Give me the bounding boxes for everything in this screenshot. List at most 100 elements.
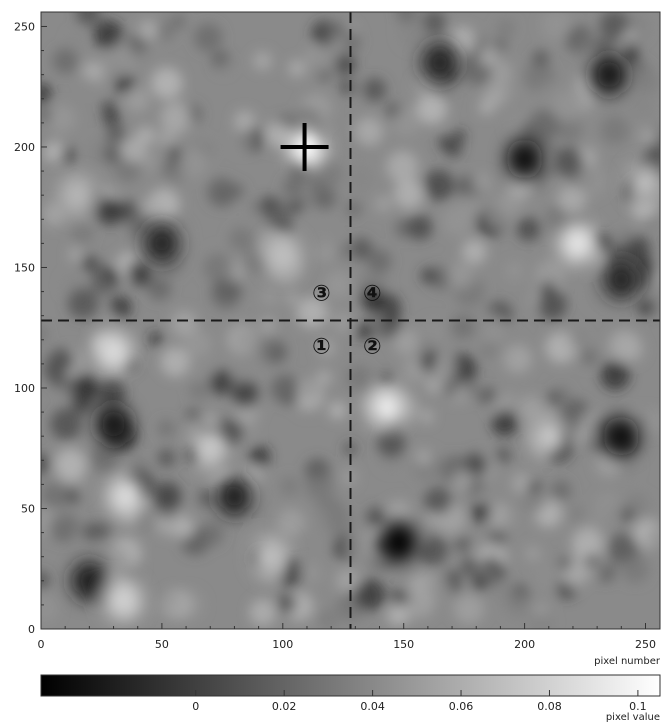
x-tick-label: 200 bbox=[514, 638, 535, 651]
colorbar-label: pixel value bbox=[606, 712, 660, 723]
texture-blob bbox=[141, 197, 163, 219]
colorbar-ticks: 0 0.02 0.04 0.06 0.08 0.1 bbox=[192, 690, 647, 713]
texture-blob bbox=[250, 200, 263, 214]
texture-blob bbox=[537, 290, 567, 320]
texture-blob bbox=[325, 507, 353, 536]
texture-blob bbox=[170, 310, 198, 338]
quadrant-marker: ② bbox=[363, 335, 382, 360]
texture-blob bbox=[422, 12, 446, 34]
texture-blob bbox=[337, 243, 353, 259]
texture-blob bbox=[347, 166, 373, 192]
intensity-feature bbox=[603, 416, 640, 457]
texture-blob bbox=[49, 512, 79, 543]
texture-blob bbox=[576, 166, 607, 196]
texture-blob bbox=[634, 69, 660, 94]
texture-blob bbox=[148, 331, 163, 346]
intensity-feature bbox=[95, 331, 132, 372]
texture-blob bbox=[494, 38, 508, 51]
texture-blob bbox=[279, 476, 300, 496]
texture-blob bbox=[208, 369, 234, 395]
texture-blob bbox=[571, 527, 604, 560]
texture-blob bbox=[151, 67, 183, 99]
texture-blob bbox=[596, 451, 622, 477]
intensity-feature bbox=[143, 223, 180, 264]
texture-blob bbox=[187, 417, 203, 433]
texture-blob bbox=[90, 443, 120, 473]
texture-blob bbox=[474, 487, 488, 502]
texture-blob bbox=[416, 93, 448, 125]
texture-blob bbox=[637, 299, 654, 316]
texture-blob bbox=[309, 45, 338, 74]
texture-blob bbox=[162, 589, 193, 620]
texture-blob bbox=[317, 339, 336, 357]
texture-blob bbox=[525, 546, 541, 561]
texture-blob bbox=[491, 409, 518, 437]
texture-blob bbox=[630, 95, 654, 118]
intensity-feature bbox=[627, 163, 660, 204]
cross-marker bbox=[280, 122, 329, 171]
colorbar bbox=[40, 674, 661, 697]
texture-blob bbox=[541, 12, 572, 40]
texture-blob bbox=[588, 509, 607, 529]
texture-blob bbox=[608, 329, 641, 362]
texture-blob bbox=[50, 408, 82, 440]
texture-blob bbox=[354, 579, 386, 611]
texture-blob bbox=[354, 117, 383, 146]
texture-blob bbox=[103, 547, 131, 575]
texture-blob bbox=[621, 555, 649, 584]
texture-blob bbox=[495, 447, 511, 463]
intensity-feature bbox=[107, 476, 144, 517]
texture-blob bbox=[252, 216, 269, 233]
texture-blob bbox=[471, 173, 491, 193]
texture-blob bbox=[518, 395, 544, 422]
texture-blob bbox=[420, 267, 437, 284]
texture-blob bbox=[157, 419, 175, 437]
colorbar-tick-label: 0.1 bbox=[629, 700, 647, 713]
intensity-feature bbox=[192, 428, 229, 469]
texture-blob bbox=[635, 61, 648, 74]
texture-blob bbox=[535, 276, 548, 289]
texture-blob bbox=[454, 536, 471, 553]
texture-blob bbox=[618, 230, 631, 243]
texture-blob bbox=[197, 489, 215, 507]
texture-blob bbox=[329, 401, 347, 420]
intensity-feature bbox=[559, 223, 596, 264]
texture-blob bbox=[405, 588, 435, 618]
texture-blob bbox=[396, 12, 417, 24]
quadrant-marker: ③ bbox=[312, 281, 331, 306]
y-axis: 0 50 100 150 200 250 bbox=[14, 20, 47, 636]
texture-blob bbox=[627, 236, 651, 260]
texture-blob bbox=[520, 487, 547, 514]
texture-blob bbox=[639, 409, 660, 434]
texture-blob bbox=[43, 140, 65, 162]
texture-blob bbox=[426, 379, 441, 393]
texture-blob bbox=[157, 449, 176, 467]
texture-blob bbox=[42, 359, 65, 381]
texture-blob bbox=[346, 201, 362, 217]
texture-blob bbox=[554, 147, 584, 177]
x-axis: 0 50 100 150 200 250 bbox=[38, 623, 656, 651]
texture-blob bbox=[126, 211, 153, 238]
texture-blob bbox=[227, 323, 259, 355]
texture-blob bbox=[380, 372, 393, 385]
texture-blob bbox=[299, 562, 321, 584]
intensity-feature bbox=[252, 536, 289, 577]
texture-blob bbox=[194, 361, 216, 382]
texture-blob bbox=[104, 44, 136, 76]
texture-blob bbox=[228, 227, 253, 251]
texture-blob bbox=[156, 128, 177, 149]
texture-blob bbox=[41, 482, 69, 510]
intensity-feature bbox=[506, 139, 543, 180]
texture-blob bbox=[605, 246, 622, 263]
texture-blob bbox=[600, 360, 630, 391]
intensity-feature bbox=[216, 476, 253, 517]
texture-blob bbox=[131, 507, 155, 532]
x-tick-label: 0 bbox=[38, 638, 45, 651]
heatmap-image bbox=[41, 12, 660, 629]
intensity-feature bbox=[591, 54, 628, 95]
texture-blob bbox=[450, 314, 476, 339]
texture-blob bbox=[261, 288, 279, 306]
texture-blob bbox=[98, 379, 126, 407]
texture-blob bbox=[362, 77, 387, 102]
